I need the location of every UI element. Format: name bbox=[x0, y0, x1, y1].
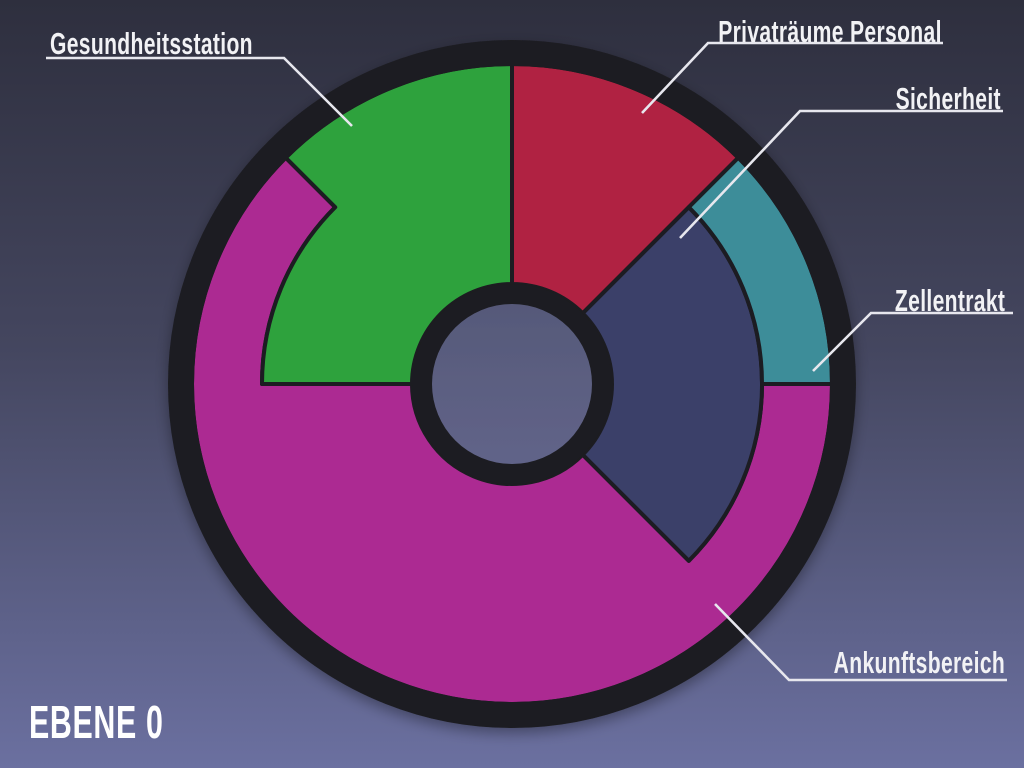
hub-core bbox=[432, 304, 592, 464]
leader-line-sicherheit bbox=[679, 109, 1003, 239]
leader-line-privatraeume-personal bbox=[641, 41, 943, 114]
leader-line-gesundheitsstation bbox=[46, 56, 353, 127]
leader-line-ankunftsbereich bbox=[714, 603, 1007, 682]
callout-label: Privaträume Personal bbox=[718, 14, 942, 49]
callout-gesundheitsstation: Gesundheitsstation bbox=[50, 28, 348, 59]
outer-ring bbox=[168, 40, 856, 728]
callout-ankunftsbereich: Ankunftsbereich bbox=[753, 647, 1005, 678]
callout-label: Ankunftsbereich bbox=[833, 645, 1005, 680]
callout-zellentrakt: Zellentrakt bbox=[843, 285, 1005, 316]
wheel-group bbox=[168, 40, 856, 728]
level-title: EBENE 0 bbox=[29, 696, 164, 748]
callout-sicherheit: Sicherheit bbox=[846, 83, 1001, 114]
callout-label: Sicherheit bbox=[895, 81, 1001, 116]
callout-privatraeume-personal: Privaträume Personal bbox=[613, 16, 942, 47]
callout-label: Zellentrakt bbox=[894, 283, 1005, 318]
callout-label: Gesundheitsstation bbox=[50, 26, 253, 61]
leader-line-zellentrakt bbox=[812, 311, 1013, 372]
